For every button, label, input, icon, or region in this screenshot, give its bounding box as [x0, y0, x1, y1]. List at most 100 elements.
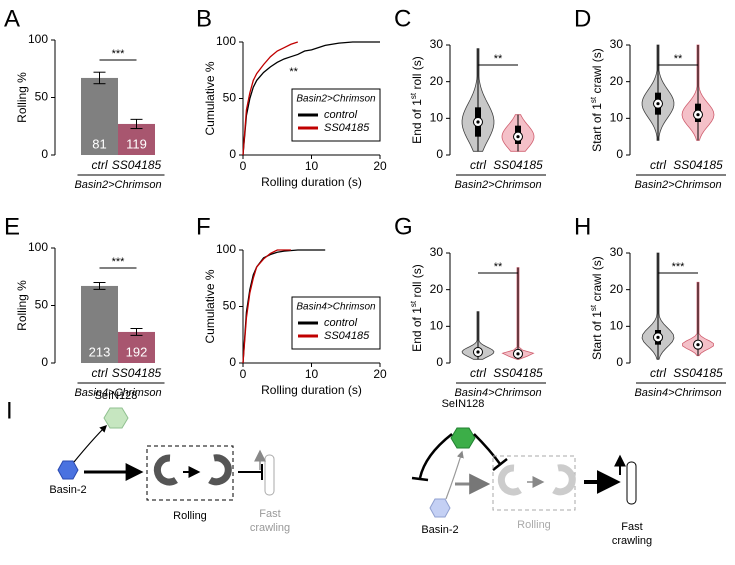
basin-node: [429, 498, 451, 518]
legend-title: Basin4>Chrimson: [296, 302, 376, 313]
bar-count: 81: [92, 136, 106, 151]
sein-node: [103, 407, 129, 429]
y-tick-label: 30: [430, 37, 444, 51]
larva-icon: [153, 454, 178, 486]
annotation: **: [289, 66, 298, 78]
x-tick-label: 0: [240, 367, 247, 381]
label-part: Start of 1: [590, 311, 604, 360]
x-tick-label: 20: [373, 367, 387, 381]
y-tick-label: 100: [216, 242, 236, 256]
y-axis-label: Rolling %: [15, 280, 29, 331]
x-tick-label: 0: [240, 159, 247, 173]
basin-label: Basin-2: [421, 524, 458, 536]
larva-icon: [264, 454, 275, 496]
crawl-label: Fast: [621, 521, 642, 533]
label-part: End of 1: [410, 99, 424, 144]
y-tick-label: 0: [41, 147, 48, 161]
crawl-label: Fast: [259, 508, 280, 520]
y-tick-label: 0: [436, 147, 443, 161]
y-tick-label: 100: [28, 32, 48, 46]
significance: ***: [672, 261, 686, 273]
x-axis-label: Rolling duration (s): [261, 383, 362, 397]
x-tick-label: 10: [305, 159, 319, 173]
crawl-label: crawling: [612, 535, 652, 547]
legend-label: control: [324, 317, 358, 329]
arrow: [73, 424, 108, 463]
cdf-line: [242, 249, 291, 364]
bar: [81, 77, 118, 155]
y-tick-label: 0: [436, 355, 443, 369]
legend-label: SS04185: [324, 330, 370, 342]
basin-node: [57, 460, 79, 480]
y-axis-label: Cumulative %: [203, 269, 217, 343]
x-tick-label: SS04185: [493, 366, 543, 380]
label-part: End of 1: [410, 307, 424, 352]
rolling-box: [146, 445, 234, 501]
x-axis-label: Rolling duration (s): [261, 175, 362, 189]
y-axis-label: Start of 1st crawl (s): [589, 48, 604, 152]
significance: **: [494, 53, 503, 65]
group-label: Basin2>Chrimson: [74, 179, 161, 191]
legend-label: control: [324, 109, 358, 121]
x-tick-label: SS04185: [673, 158, 723, 172]
rolling-label: Rolling: [173, 510, 207, 522]
y-tick-label: 30: [610, 245, 624, 259]
median-dot: [476, 350, 480, 354]
y-tick-label: 20: [610, 74, 624, 88]
label-part: Start of 1: [590, 103, 604, 152]
y-tick-label: 0: [616, 355, 623, 369]
y-tick-label: 50: [223, 299, 237, 313]
legend-label: SS04185: [324, 122, 370, 134]
y-tick-label: 10: [430, 319, 444, 333]
median-dot: [696, 343, 700, 347]
larva-icon: [552, 464, 576, 496]
y-tick-label: 50: [35, 298, 49, 312]
y-tick-label: 0: [41, 355, 48, 369]
y-tick-label: 100: [216, 34, 236, 48]
x-tick-label: 20: [373, 159, 387, 173]
panel-letter: C: [394, 5, 411, 32]
panel-letter: F: [196, 213, 211, 240]
y-tick-label: 0: [616, 147, 623, 161]
group-label: Basin4>Chrimson: [454, 387, 541, 399]
larva-icon: [208, 454, 232, 486]
y-tick-label: 50: [223, 91, 237, 105]
x-tick-label: SS04185: [493, 158, 543, 172]
median-dot: [656, 335, 660, 339]
label-part: crawl (s): [590, 256, 604, 305]
y-axis-label: Cumulative %: [203, 61, 217, 135]
inhibit: [418, 433, 453, 479]
inhibit-bar: [492, 458, 508, 471]
panel-letter: E: [4, 213, 20, 240]
label-part: roll (s): [410, 264, 424, 301]
group-label: Basin4>Chrimson: [634, 387, 721, 399]
median-dot: [476, 120, 480, 124]
y-tick-label: 20: [610, 282, 624, 296]
legend-box: [291, 88, 381, 142]
y-tick-label: 0: [229, 147, 236, 161]
larva-icon: [497, 464, 522, 496]
x-tick-label: SS04185: [112, 158, 162, 172]
label-sup: st: [589, 96, 598, 103]
label-sup: st: [589, 304, 598, 311]
sein-label: SeIN128: [95, 390, 138, 402]
y-axis-label: Start of 1st crawl (s): [589, 256, 604, 360]
y-tick-label: 30: [610, 37, 624, 51]
y-tick-label: 20: [430, 282, 444, 296]
y-axis-label: End of 1st roll (s): [409, 264, 424, 352]
significance: **: [494, 261, 503, 273]
x-tick-label: ctrl: [470, 158, 486, 172]
panel-letter: B: [196, 5, 212, 32]
panel-letter: A: [4, 5, 20, 32]
inhibit-bar: [411, 476, 429, 482]
median-dot: [516, 135, 520, 139]
y-tick-label: 30: [430, 245, 444, 259]
basin-label: Basin-2: [49, 484, 86, 496]
y-axis-label: End of 1st roll (s): [409, 56, 424, 144]
median-dot: [516, 352, 520, 356]
bar-count: 192: [126, 344, 148, 359]
panel-letter: H: [574, 213, 591, 240]
y-tick-label: 20: [430, 74, 444, 88]
group-label: Basin2>Chrimson: [634, 179, 721, 191]
x-tick-label: SS04185: [112, 366, 162, 380]
